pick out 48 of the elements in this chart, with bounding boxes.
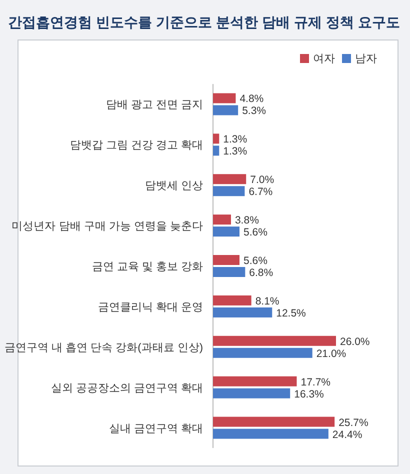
y-tick-label: 실내 금연구역 확대: [108, 422, 203, 435]
y-tick-label: 금연클리닉 확대 운영: [98, 301, 203, 314]
y-tick-label: 실외 공공장소의 금연구역 확대: [50, 382, 203, 394]
bar: [213, 93, 236, 104]
bar: [213, 336, 336, 346]
data-label: 4.8%: [240, 93, 264, 106]
data-label: 16.3%: [294, 388, 324, 400]
bar: [213, 307, 272, 318]
data-label: 1.3%: [223, 134, 248, 146]
y-tick-label: 담뱃갑 그림 건강 경고 확대: [70, 140, 203, 152]
y-tick-label: 담뱃세 인상: [144, 180, 203, 192]
bar: [213, 376, 297, 386]
data-label: 24.4%: [332, 428, 362, 441]
y-tick-label: 금연구역 내 흡연 단속 강화(과태료 인상): [4, 342, 203, 354]
data-label: 1.3%: [223, 146, 248, 158]
data-label: 12.5%: [276, 307, 306, 320]
bar: [213, 174, 246, 184]
data-label: 6.7%: [248, 186, 273, 198]
data-label: 17.7%: [300, 376, 331, 388]
chart-title: 간접흡연경험 빈도수를 기준으로 분석한 담배 규제 정책 요구도: [8, 14, 400, 30]
bar: [213, 226, 240, 237]
bar: [213, 428, 328, 439]
bar: [213, 105, 238, 116]
bar: [213, 295, 252, 306]
data-label: 26.0%: [340, 336, 370, 348]
data-label: 5.6%: [243, 255, 268, 267]
data-label: 7.0%: [250, 174, 274, 186]
data-label: 25.7%: [338, 416, 368, 429]
legend-label: 여자: [313, 53, 335, 65]
bar: [213, 255, 240, 265]
bar: [213, 214, 231, 225]
legend-label: 남자: [355, 53, 377, 65]
data-label: 8.1%: [255, 295, 280, 308]
bar: [213, 146, 220, 156]
data-label: 21.0%: [316, 348, 346, 360]
data-label: 5.3%: [242, 105, 266, 118]
bar: [213, 267, 246, 277]
data-label: 5.6%: [243, 226, 268, 239]
data-label: 6.8%: [249, 267, 274, 279]
y-tick-label: 담배 광고 전면 금지: [106, 99, 203, 112]
bar: [213, 348, 312, 358]
bar: [213, 186, 245, 196]
bar: [213, 388, 290, 398]
bar: [213, 134, 220, 144]
y-tick-label: 미성년자 담배 구매 가능 연령을 늦춘다: [12, 220, 203, 233]
bar: [213, 416, 335, 427]
data-label: 3.8%: [234, 214, 259, 227]
y-tick-label: 금연 교육 및 홍보 강화: [92, 261, 203, 273]
